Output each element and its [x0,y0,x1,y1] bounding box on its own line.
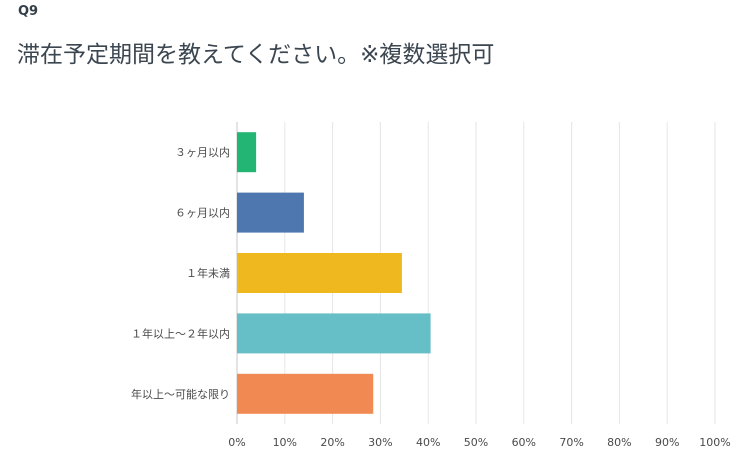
bar [237,253,402,293]
category-label: ３ヶ月以内 [175,145,230,159]
x-tick-label: 30% [368,436,392,449]
x-tick-label: 20% [320,436,344,449]
x-axis-tick-labels: 0% 10% 20% 30% 40% 50% 60% 70% 80% 90% 100% [228,436,730,449]
x-tick-label: 40% [416,436,440,449]
x-tick-label: 70% [559,436,583,449]
question-title: 滞在予定期間を教えてください。※複数選択可 [17,42,495,68]
bar [237,313,431,354]
x-tick-label: 0% [228,436,245,449]
bar [237,373,374,414]
category-label: 年以上〜可能な限り [131,387,230,401]
x-tick-label: 10% [273,436,297,449]
x-tick-label: 50% [464,436,488,449]
x-tick-label: 60% [512,436,536,449]
x-tick-label: 100% [699,436,730,449]
x-tick-label: 90% [655,436,679,449]
chart-bars [237,132,431,414]
x-tick-label: 80% [607,436,631,449]
bar [237,132,257,173]
question-number: Q9 [18,4,39,19]
bar [237,192,304,233]
category-label: １年以上〜２年以内 [131,326,230,340]
category-label: １年未満 [186,266,230,280]
category-label: ６ヶ月以内 [175,206,230,220]
